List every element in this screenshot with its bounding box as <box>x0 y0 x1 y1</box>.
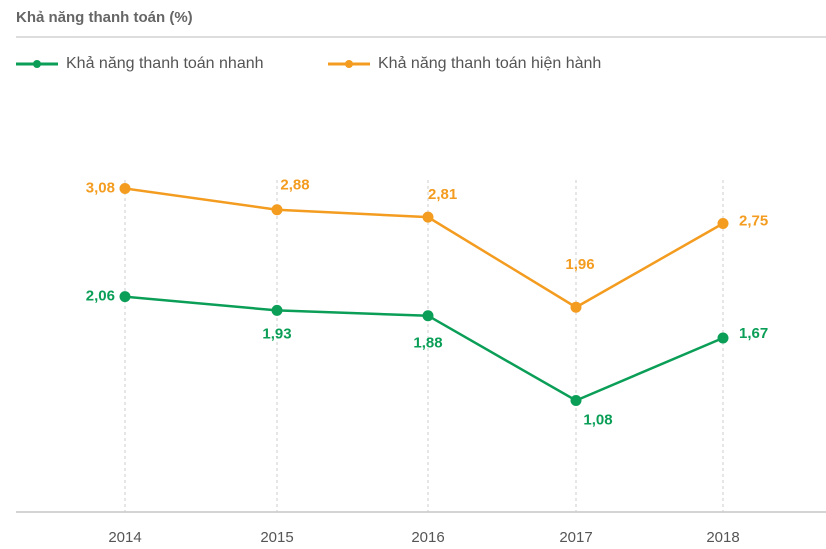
chart-title: Khả năng thanh toán (%) <box>16 9 193 26</box>
data-label: 1,96 <box>565 256 594 273</box>
data-label: 1,67 <box>739 325 768 342</box>
data-point <box>119 183 131 195</box>
data-label: 3,08 <box>86 179 115 196</box>
data-label: 2,81 <box>428 186 457 203</box>
data-label: 2,88 <box>280 177 309 194</box>
data-point <box>422 310 434 322</box>
legend-label: Khả năng thanh toán nhanh <box>66 55 264 72</box>
x-tick-label: 2018 <box>706 529 739 546</box>
data-point <box>717 218 729 229</box>
legend-dot <box>33 60 41 68</box>
series-line <box>124 187 724 309</box>
data-label: 1,93 <box>262 325 291 342</box>
data-label: 2,75 <box>739 212 768 229</box>
data-point <box>570 301 582 313</box>
data-label: 2,06 <box>86 288 115 305</box>
x-tick-label: 2017 <box>559 529 592 546</box>
data-point <box>717 332 729 344</box>
x-tick-label: 2015 <box>260 529 293 546</box>
legend-dot <box>345 60 353 68</box>
data-label: 1,08 <box>583 411 612 428</box>
x-tick-label: 2016 <box>411 529 444 546</box>
data-point <box>271 304 283 316</box>
legend-label: Khả năng thanh toán hiện hành <box>378 55 601 72</box>
data-point <box>119 291 131 303</box>
x-tick-label: 2014 <box>108 529 141 546</box>
data-point <box>422 211 434 223</box>
data-point <box>271 204 283 216</box>
data-label: 1,88 <box>413 335 442 352</box>
data-point <box>570 395 582 407</box>
